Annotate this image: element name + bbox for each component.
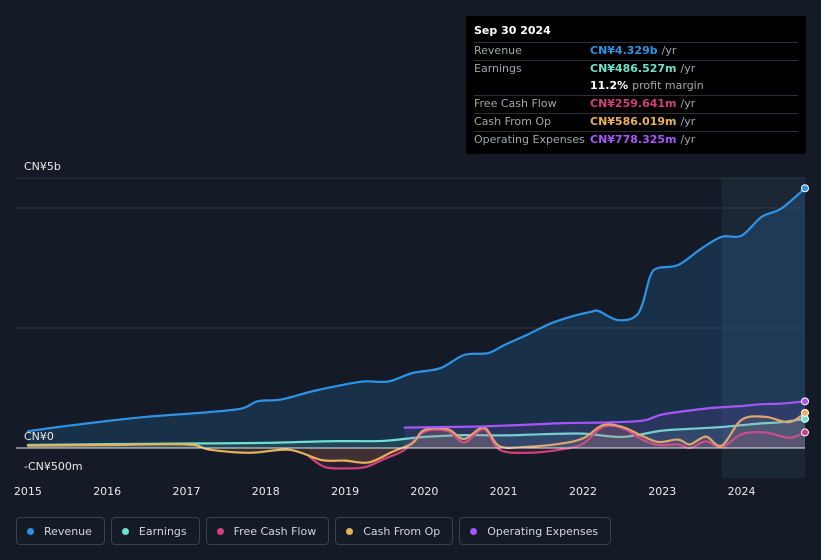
tooltip-unit: /yr: [680, 62, 696, 75]
x-tick-label: 2024: [728, 485, 756, 498]
legend-item-revenue[interactable]: Revenue: [16, 517, 105, 545]
data-tooltip: Sep 30 2024 Revenue CN¥4.329b /yr Earnin…: [466, 16, 806, 154]
x-tick-label: 2019: [331, 485, 359, 498]
x-tick-label: 2021: [490, 485, 518, 498]
tooltip-label: Operating Expenses: [474, 133, 585, 146]
tooltip-value: CN¥486.527m: [590, 62, 677, 75]
tooltip-row-earnings: Earnings CN¥486.527m /yr: [474, 60, 798, 78]
tooltip-value: CN¥778.325m: [590, 133, 677, 146]
operating-expenses-line: [403, 400, 807, 429]
tooltip-row-revenue: Revenue CN¥4.329b /yr: [474, 42, 798, 60]
series-lines: [26, 187, 807, 470]
legend-item-operating-expenses[interactable]: Operating Expenses: [459, 517, 612, 545]
earnings-area: [27, 418, 805, 448]
cash-from-op-end-marker: [801, 408, 809, 417]
legend-dot-icon: [346, 527, 354, 535]
tooltip-unit: /yr: [661, 44, 677, 57]
tooltip-unit: /yr: [680, 97, 696, 110]
tooltip-label: Free Cash Flow: [474, 97, 557, 110]
legend-dot-icon: [121, 527, 129, 535]
x-tick-label: 2018: [252, 485, 280, 498]
revenue-area: [27, 188, 805, 449]
tooltip-unit: /yr: [680, 133, 696, 146]
legend-item-cash-from-op[interactable]: Cash From Op: [335, 517, 454, 545]
legend-item-earnings[interactable]: Earnings: [110, 517, 200, 545]
tooltip-date: Sep 30 2024: [474, 24, 551, 37]
legend-label: Free Cash Flow: [233, 524, 317, 538]
tooltip-row-operating-expenses: Operating Expenses CN¥778.325m /yr: [474, 131, 798, 149]
cash-from-op-line: [26, 411, 807, 464]
revenue-line: [26, 187, 807, 433]
tooltip-label: Cash From Op: [474, 115, 552, 128]
free-cash-flow-end-marker: [801, 428, 809, 437]
y-axis-top-label: CN¥5b: [24, 160, 61, 173]
legend-dot-icon: [216, 527, 224, 535]
legend-label: Earnings: [138, 524, 187, 538]
tooltip-row-free-cash-flow: Free Cash Flow CN¥259.641m /yr: [474, 95, 798, 113]
legend-item-free-cash-flow[interactable]: Free Cash Flow: [205, 517, 330, 545]
x-tick-label: 2016: [93, 485, 121, 498]
tooltip-value: 11.2%: [590, 79, 629, 92]
tooltip-value: CN¥586.019m: [590, 115, 677, 128]
revenue-end-marker: [801, 184, 809, 193]
tooltip-unit: /yr: [680, 115, 696, 128]
legend-dot-icon: [470, 527, 478, 535]
x-tick-label: 2022: [569, 485, 597, 498]
operating-expenses-area: [404, 401, 805, 448]
tooltip-label: Revenue: [474, 44, 522, 57]
tooltip-unit: profit margin: [632, 79, 704, 92]
chart-legend: Revenue Earnings Free Cash Flow Cash Fro…: [16, 517, 617, 545]
operating-expenses-end-marker: [801, 397, 809, 406]
y-axis-zero-label: CN¥0: [24, 430, 54, 443]
earnings-line: [26, 417, 807, 447]
tooltip-value: CN¥4.329b: [590, 44, 658, 57]
x-tick-label: 2023: [648, 485, 676, 498]
x-tick-label: 2017: [172, 485, 200, 498]
tooltip-label: Earnings: [474, 62, 522, 75]
legend-dot-icon: [27, 527, 34, 535]
legend-label: Operating Expenses: [487, 524, 599, 538]
chart-area: CN¥5b CN¥0 -CN¥500m 2015 2016 2017 2018 2019…: [14, 160, 809, 498]
tooltip-row-profit-margin: 11.2% profit margin: [474, 78, 798, 95]
tooltip-label: [474, 78, 590, 95]
tooltip-row-cash-from-op: Cash From Op CN¥586.019m /yr: [474, 113, 798, 131]
x-tick-label: 2015: [14, 485, 42, 498]
x-axis-ticks: 2015 2016 2017 2018 2019 2020 2021 2022 2023 2024: [14, 485, 756, 498]
tooltip-value: CN¥259.641m: [590, 97, 677, 110]
legend-label: Cash From Op: [363, 524, 441, 538]
free-cash-flow-area: [309, 425, 805, 469]
series-end-markers: [801, 184, 809, 437]
legend-label: Revenue: [44, 524, 92, 538]
y-axis-bottom-label: -CN¥500m: [24, 460, 83, 473]
x-tick-label: 2020: [410, 485, 438, 498]
